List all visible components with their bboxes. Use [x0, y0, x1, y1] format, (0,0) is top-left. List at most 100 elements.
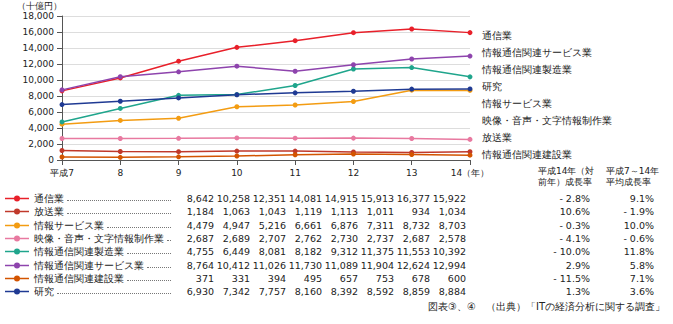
html-text:678: 678 [411, 272, 430, 284]
html-text:- 0.6%: - 0.6% [623, 232, 654, 244]
html-text:1,043: 1,043 [258, 206, 286, 218]
html-text:2,737: 2,737 [366, 232, 394, 244]
svg-text:14,000: 14,000 [23, 43, 55, 53]
html-text:2,578: 2,578 [438, 232, 466, 244]
svg-text:12: 12 [348, 168, 359, 178]
html-text:9.1%: 9.1% [629, 193, 654, 204]
svg-text:6,000: 6,000 [28, 107, 54, 117]
html-text:7.1%: 7.1% [629, 272, 654, 284]
html-text:8,182: 8,182 [294, 246, 322, 258]
html-text:10.6%: 10.6% [559, 206, 590, 218]
svg-text:10: 10 [231, 168, 243, 178]
svg-text:情報通信関連建設業: 情報通信関連建設業 [481, 149, 572, 160]
html-text:8,592: 8,592 [366, 286, 394, 298]
html-text:2,762: 2,762 [294, 232, 322, 244]
svg-text:16,000: 16,000 [23, 27, 55, 37]
html-text:9,312 11,375 11,553 10,392: 9,312 11,375 11,553 10,392 [330, 246, 466, 258]
html-text:331: 331 [231, 272, 250, 284]
html-text:8,732: 8,732 [402, 219, 430, 231]
html-text:1,063: 1,063 [222, 206, 250, 218]
html-text:657: 657 [339, 272, 358, 284]
html-text:8,764 10,412 11,026 11,730 11,: 8,764 10,412 11,026 11,730 11,089 11,904… [186, 259, 466, 271]
html-text:1,034: 1,034 [438, 206, 466, 218]
svg-text:（十億円）: （十億円） [17, 1, 62, 11]
html-text:753: 753 [375, 272, 394, 284]
html-text:1,113: 1,113 [330, 206, 358, 218]
html-text:1,119: 1,119 [294, 206, 322, 218]
html-text:7,311: 7,311 [366, 219, 394, 231]
html-text:11.8%: 11.8% [623, 246, 654, 258]
svg-text:映像・音声・文字情報制作業: 映像・音声・文字情報制作業 [482, 115, 612, 126]
html-text:394: 394 [267, 272, 286, 284]
html-text:2,730: 2,730 [330, 232, 358, 244]
html-text:600: 600 [447, 272, 466, 284]
svg-text:平成7: 平成7 [50, 168, 74, 178]
svg-text:10,000: 10,000 [23, 75, 55, 85]
html-text:8,703: 8,703 [438, 219, 466, 231]
html-text:1,184: 1,184 [186, 206, 214, 218]
html-text:平成14年（対前年）成長率: 平成14年（対前年）成長率 [538, 166, 595, 187]
html-text:5.8%: 5.8% [629, 259, 654, 271]
html-text:情報サービス業: 情報サービス業 [34, 219, 104, 231]
html-text:495: 495 [303, 272, 322, 284]
html-text:情報通信関連サービス業: 情報通信関連サービス業 [34, 259, 144, 271]
html-text:7,342: 7,342 [222, 286, 250, 298]
html-text:371: 371 [195, 272, 214, 284]
html-text:- 11.5%: - 11.5% [553, 272, 590, 284]
html-text:2,687: 2,687 [186, 232, 214, 244]
html-text:8,081: 8,081 [258, 246, 286, 258]
html-text:- 10.0%: - 10.0% [553, 246, 590, 258]
svg-text:0: 0 [48, 155, 54, 165]
html-text:- 1.9%: - 1.9% [623, 206, 654, 218]
html-text:8,884: 8,884 [438, 286, 466, 298]
html-text:- 2.8%: - 2.8% [559, 193, 590, 204]
html-text:情報通信関連製造業: 情報通信関連製造業 [34, 246, 124, 258]
html-text:平成7～14年平均成長率: 平成7～14年平均成長率 [606, 166, 660, 187]
svg-text:14（年）: 14（年） [451, 168, 489, 178]
html-text:- 0.3%: - 0.3% [559, 219, 590, 231]
html-text:6,661: 6,661 [294, 219, 322, 231]
html-text:通信業: 通信業 [34, 193, 64, 204]
html-text:4,947: 4,947 [222, 219, 250, 231]
svg-text:情報通信関連サービス業: 情報通信関連サービス業 [481, 47, 592, 58]
html-text:放送業: 放送業 [34, 206, 64, 218]
html-text:5,216: 5,216 [258, 219, 286, 231]
svg-text:放送業: 放送業 [482, 132, 512, 143]
svg-text:2,000: 2,000 [28, 139, 54, 149]
html-text:6,930: 6,930 [186, 286, 214, 298]
svg-text:4,000: 4,000 [28, 123, 54, 133]
svg-text:情報サービス業: 情報サービス業 [481, 98, 552, 109]
svg-text:8,000: 8,000 [28, 91, 54, 101]
html-text:8,859: 8,859 [402, 286, 430, 298]
html-text:8,392: 8,392 [330, 286, 358, 298]
html-text:2.9%: 2.9% [565, 259, 590, 271]
svg-text:8: 8 [117, 168, 123, 178]
svg-text:通信業: 通信業 [482, 30, 512, 41]
html-text:2,689: 2,689 [222, 232, 250, 244]
svg-text:9: 9 [176, 168, 182, 178]
html-text:7,757: 7,757 [258, 286, 286, 298]
html-text:6,876: 6,876 [330, 219, 358, 231]
html-text:1,011: 1,011 [366, 206, 394, 218]
html-text:6,449: 6,449 [222, 246, 250, 258]
html-text:4,755: 4,755 [186, 246, 214, 258]
html-text:2,707: 2,707 [258, 232, 286, 244]
html-text:934: 934 [411, 206, 430, 218]
svg-text:情報通信関連製造業: 情報通信関連製造業 [481, 64, 572, 75]
html-text:2,687: 2,687 [402, 232, 430, 244]
html-text:8,642 10,258 12,351 14,081 14,: 8,642 10,258 12,351 14,081 14,915 15,913… [186, 193, 466, 204]
svg-text:研究: 研究 [482, 81, 502, 92]
svg-text:11: 11 [289, 168, 300, 178]
html-text:研究: 研究 [34, 286, 54, 298]
html-text:8,160: 8,160 [294, 286, 322, 298]
svg-text:12,000: 12,000 [23, 59, 55, 69]
svg-text:13: 13 [406, 168, 417, 178]
html-text:10.0%: 10.0% [623, 219, 654, 231]
html-text:情報通信関連建設業: 情報通信関連建設業 [34, 272, 124, 284]
html-text:4,479: 4,479 [186, 219, 214, 231]
html-text:- 4.1%: - 4.1% [559, 232, 590, 244]
html-text:3.6%: 3.6% [629, 286, 654, 298]
html-text:映像・音声・文字情報制作業: 映像・音声・文字情報制作業 [34, 232, 164, 244]
html-text:1.3%: 1.3% [565, 286, 590, 298]
svg-text:18,000: 18,000 [23, 11, 55, 21]
